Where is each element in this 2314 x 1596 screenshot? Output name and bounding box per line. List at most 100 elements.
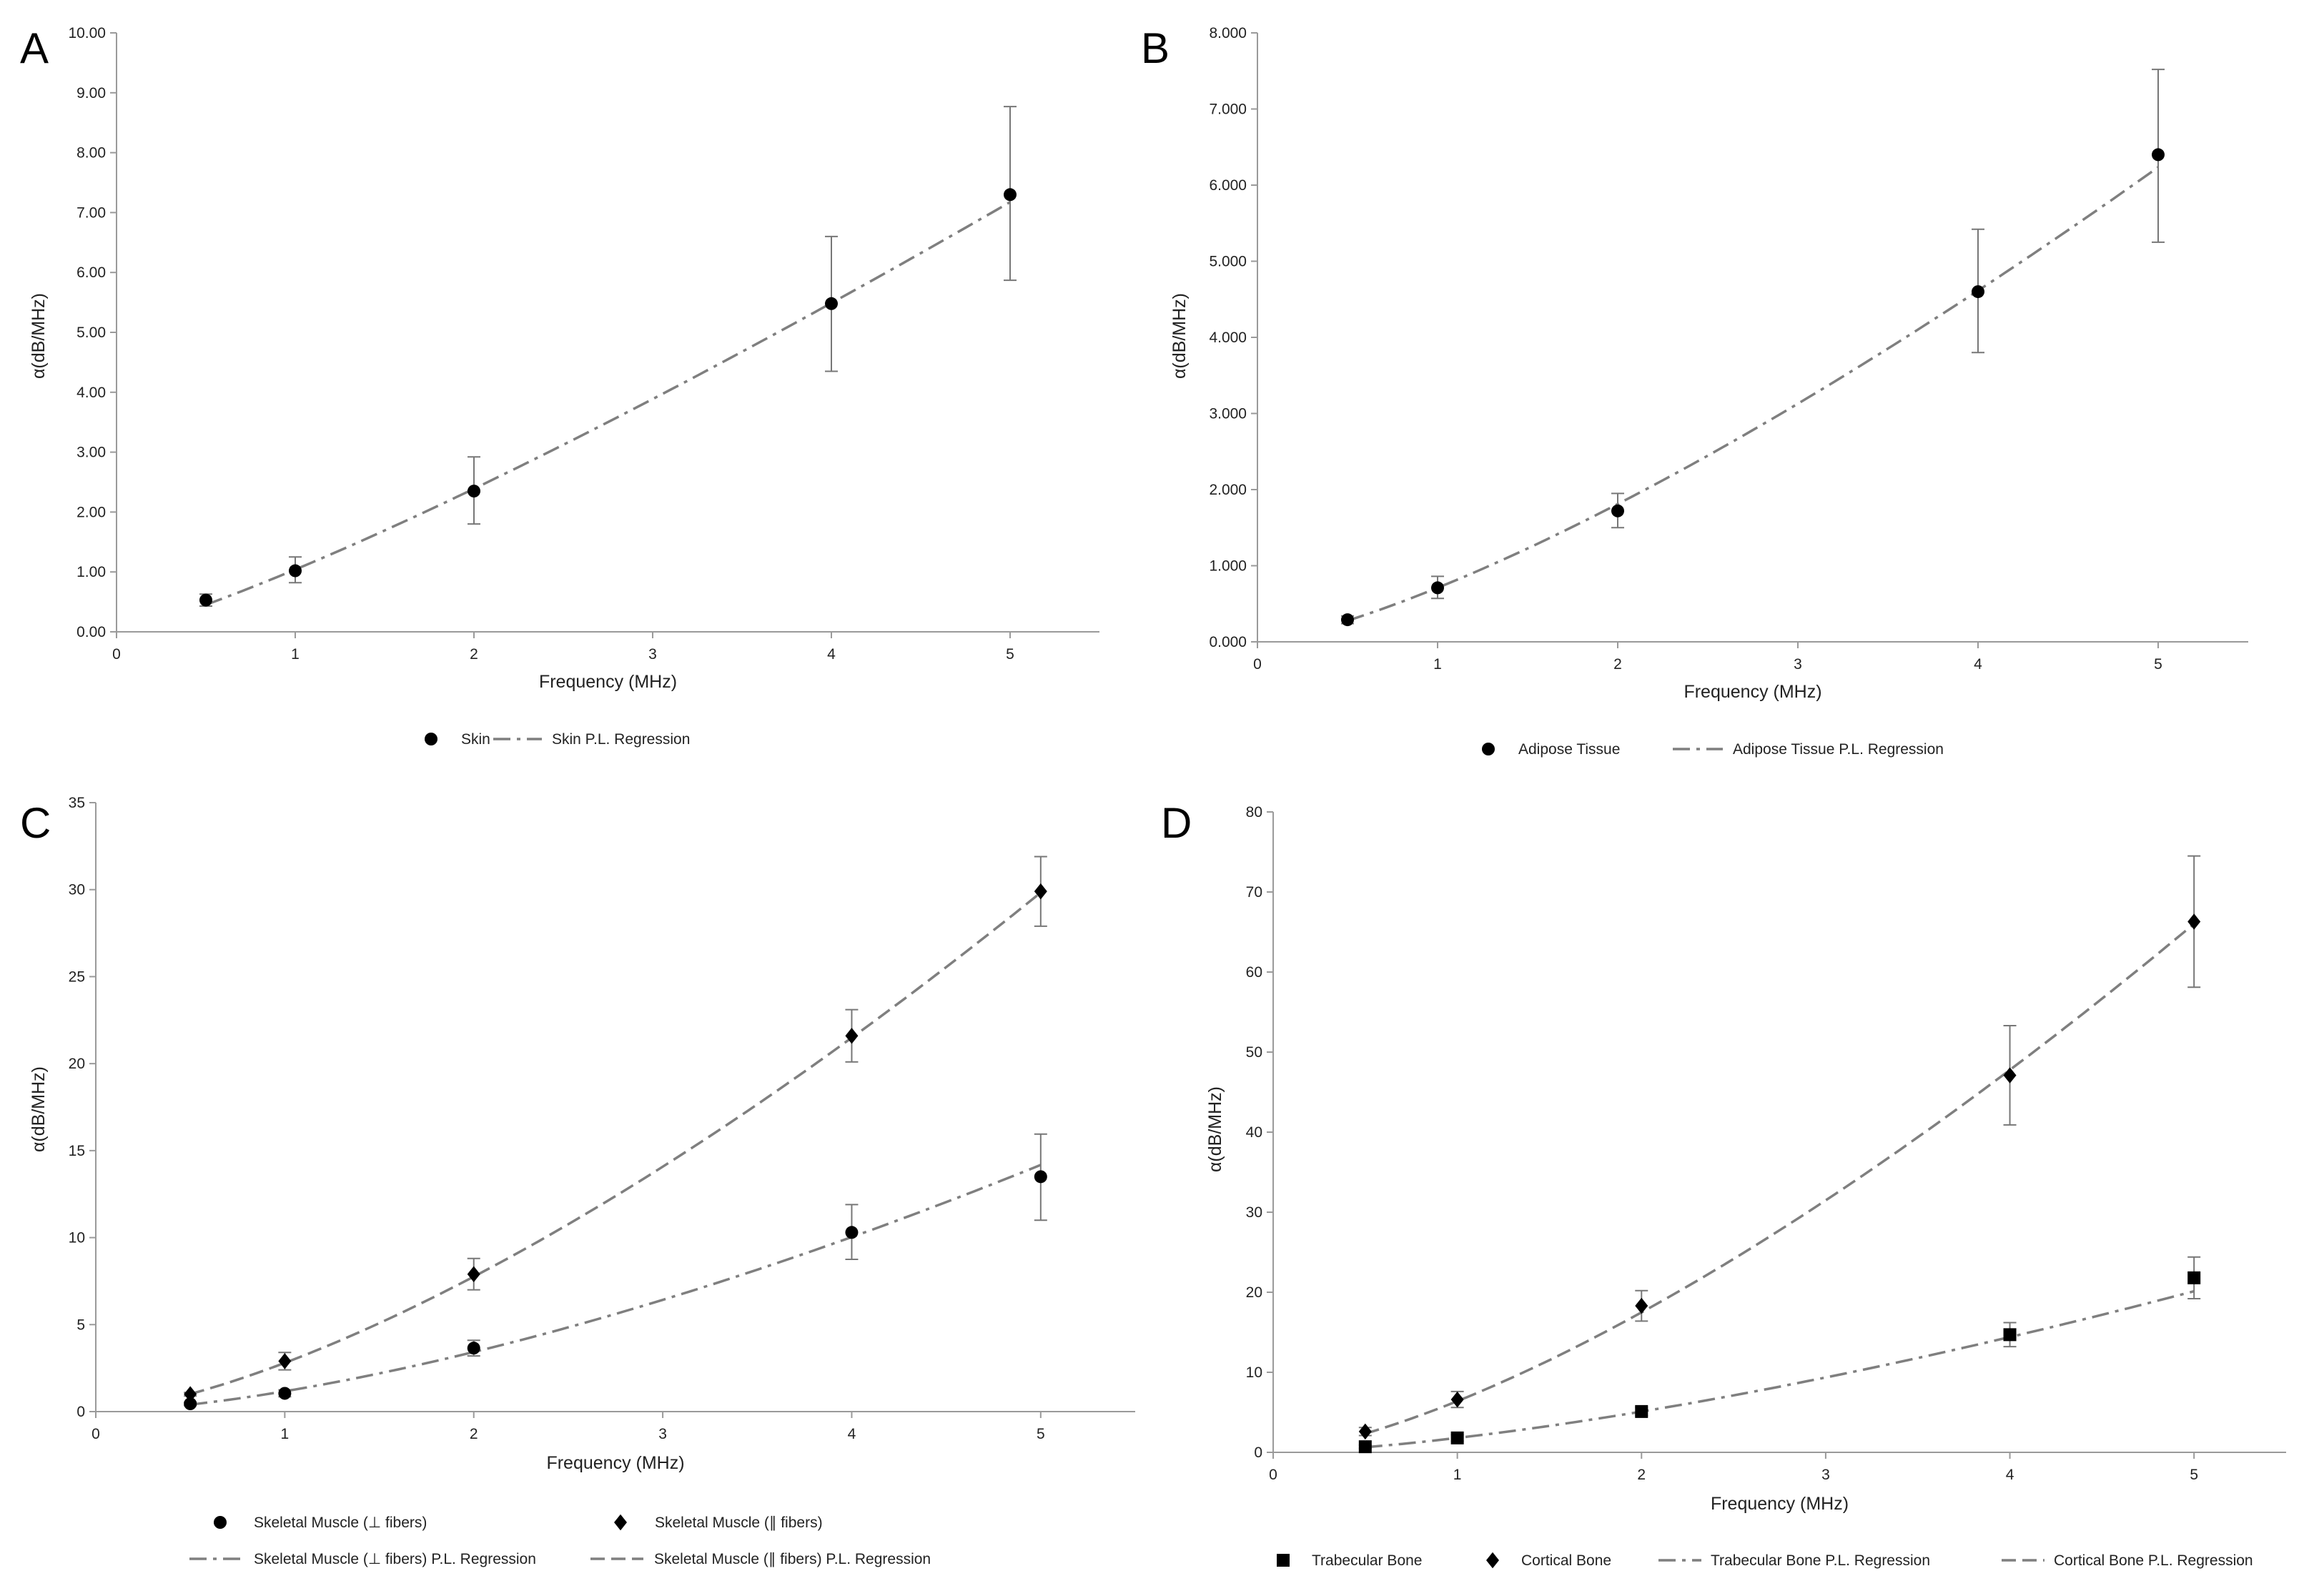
x-tick-label: 2 xyxy=(470,1426,478,1442)
legend-marker-square xyxy=(1277,1554,1290,1567)
legend-entry: Skeletal Muscle (⊥ fibers) P.L. Regressi… xyxy=(254,1551,536,1567)
data-point-diamond xyxy=(467,1266,480,1282)
legend-marker-circle xyxy=(425,733,437,745)
legend-marker-circle xyxy=(214,1516,227,1529)
x-tick-label: 0 xyxy=(1253,656,1262,673)
x-tick-label: 0 xyxy=(1269,1467,1277,1483)
data-point-diamond xyxy=(845,1027,859,1044)
y-tick-label: 6.000 xyxy=(1209,177,1247,194)
x-tick-label: 0 xyxy=(112,646,121,663)
legend-entry: Cortical Bone xyxy=(1521,1552,1611,1569)
y-tick-label: 3.000 xyxy=(1209,406,1247,422)
data-point-circle xyxy=(184,1397,197,1411)
x-tick-label: 4 xyxy=(827,646,836,663)
data-point-square xyxy=(2187,1271,2201,1284)
data-point-diamond xyxy=(1635,1297,1648,1314)
y-tick-label: 70 xyxy=(1246,884,1262,901)
data-point-circle xyxy=(2152,148,2165,162)
data-point-circle xyxy=(1972,285,1984,299)
data-point-diamond xyxy=(1034,883,1047,900)
y-tick-label: 20 xyxy=(1246,1284,1262,1301)
x-tick-label: 2 xyxy=(1637,1467,1646,1483)
x-tick-label: 3 xyxy=(1794,656,1802,673)
regression-line-2 xyxy=(1365,923,2195,1435)
y-tick-label: 80 xyxy=(1246,804,1262,821)
data-point-circle xyxy=(1341,613,1354,627)
y-tick-label: 3.00 xyxy=(76,445,106,461)
x-tick-label: 5 xyxy=(1037,1426,1045,1442)
x-tick-label: 5 xyxy=(2190,1467,2198,1483)
y-axis-label: α(dB/MHz) xyxy=(29,293,49,379)
chart-panel-c: C 0 5 10 15 20 25 30 35 0 1 2 3 4 5 Frequency (MHz) α(dB… xyxy=(20,795,1135,1567)
data-point-square xyxy=(1635,1404,1648,1418)
y-tick-label: 0.000 xyxy=(1209,634,1247,650)
data-point-square xyxy=(1358,1440,1372,1454)
y-tick-label: 2.00 xyxy=(76,504,106,520)
x-tick-label: 4 xyxy=(1974,656,1982,673)
x-tick-label: 4 xyxy=(2006,1467,2014,1483)
regression-line-2 xyxy=(189,891,1042,1396)
y-tick-label: 5.00 xyxy=(76,324,106,341)
chart-panel-a: A 0.00 1.00 2.00 3.00 4.00 5.00 6.00 7.00 8.00 9.0… xyxy=(20,24,1099,748)
y-tick-label: 8.00 xyxy=(76,145,106,162)
y-tick-label: 10 xyxy=(1246,1364,1262,1381)
legend-marker-diamond xyxy=(614,1514,627,1531)
x-axis-label: Frequency (MHz) xyxy=(539,672,677,692)
x-tick-label: 1 xyxy=(291,646,300,663)
data-point-circle xyxy=(1431,581,1444,595)
x-tick-label: 5 xyxy=(2154,656,2162,673)
x-tick-label: 3 xyxy=(658,1426,667,1442)
y-tick-label: 1.000 xyxy=(1209,558,1247,575)
data-point-circle xyxy=(1611,504,1624,517)
data-point-circle xyxy=(289,564,302,578)
legend-entry: Skin P.L. Regression xyxy=(552,731,690,748)
data-point-diamond xyxy=(278,1353,292,1369)
y-tick-label: 50 xyxy=(1246,1044,1262,1061)
x-tick-label: 3 xyxy=(648,646,657,663)
panel-letter: A xyxy=(20,24,49,72)
data-point-square xyxy=(1450,1431,1464,1444)
y-axis-label: α(dB/MHz) xyxy=(29,1066,49,1152)
data-point-diamond xyxy=(2187,913,2201,930)
y-tick-label: 10 xyxy=(69,1230,85,1246)
x-tick-label: 5 xyxy=(1006,646,1014,663)
legend-entry: Trabecular Bone xyxy=(1312,1552,1422,1569)
legend-entry: Trabecular Bone P.L. Regression xyxy=(1711,1552,1930,1569)
regression-line-1 xyxy=(205,201,1011,606)
y-tick-label: 4.00 xyxy=(76,385,106,401)
data-point-circle xyxy=(468,485,480,498)
y-tick-label: 9.00 xyxy=(76,85,106,101)
data-point-diamond xyxy=(184,1386,197,1402)
legend-entry: Skeletal Muscle (∥ fibers) xyxy=(655,1515,823,1531)
y-axis-label: α(dB/MHz) xyxy=(1205,1086,1225,1172)
y-tick-label: 0.00 xyxy=(76,624,106,640)
y-tick-label: 60 xyxy=(1246,964,1262,981)
data-point-circle xyxy=(845,1226,859,1239)
data-point-diamond xyxy=(1358,1423,1372,1440)
legend-entry: Adipose Tissue P.L. Regression xyxy=(1733,741,1944,758)
y-tick-label: 4.000 xyxy=(1209,329,1247,346)
y-tick-label: 5.000 xyxy=(1209,254,1247,270)
y-tick-label: 20 xyxy=(69,1056,85,1072)
legend-marker-circle xyxy=(1482,743,1495,755)
y-tick-label: 30 xyxy=(69,882,85,898)
y-tick-label: 15 xyxy=(69,1143,85,1159)
chart-panel-b: B 0.000 1.000 2.000 3.000 4.000 5.000 6.000 7.00… xyxy=(1141,24,2248,758)
legend-entry: Skin xyxy=(461,731,490,748)
x-tick-label: 1 xyxy=(1453,1467,1462,1483)
x-tick-label: 4 xyxy=(848,1426,856,1442)
regression-line-1 xyxy=(1365,1289,2195,1449)
x-tick-label: 1 xyxy=(1433,656,1442,673)
y-tick-label: 2.000 xyxy=(1209,482,1247,498)
x-tick-label: 2 xyxy=(470,646,478,663)
panel-letter: D xyxy=(1161,799,1192,847)
regression-line-1 xyxy=(189,1164,1042,1407)
legend-entry: Cortical Bone P.L. Regression xyxy=(2054,1552,2253,1569)
x-axis-label: Frequency (MHz) xyxy=(546,1453,684,1473)
y-tick-label: 7.00 xyxy=(76,204,106,221)
data-point-square xyxy=(2003,1328,2017,1342)
x-axis-label: Frequency (MHz) xyxy=(1711,1494,1849,1514)
y-tick-label: 6.00 xyxy=(76,264,106,281)
regression-line-1 xyxy=(1347,166,2160,622)
